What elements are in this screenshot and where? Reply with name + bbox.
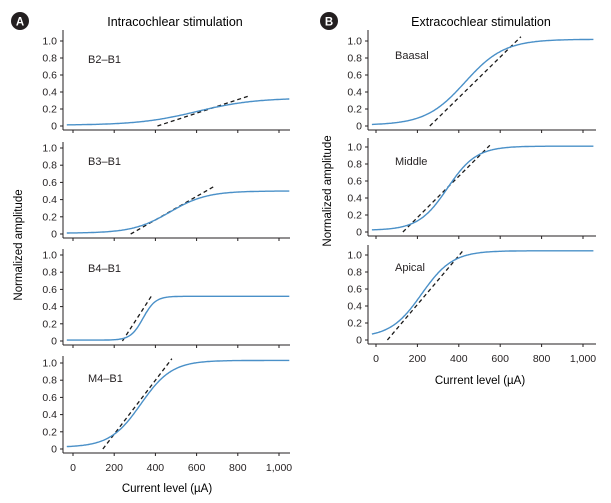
panel-b-title: Extracochlear stimulation	[411, 15, 551, 29]
panel-a-subplot: 0 0.2 0.4 0.6 0.8 1.0 B3–B1	[42, 142, 290, 241]
x-tick-label: 1,000	[570, 353, 596, 365]
series-label: B2–B1	[88, 54, 121, 66]
panel-b-badge-label: B	[325, 17, 333, 29]
y-tick-label: 0.6	[42, 70, 57, 82]
y-tick-label: 0.4	[42, 301, 57, 313]
y-tick-label: 0	[51, 336, 57, 348]
y-tick-label: 0	[356, 227, 362, 239]
y-tick-label: 0.4	[347, 193, 362, 205]
y-tick-label: 0.8	[42, 160, 57, 172]
series-label: B4–B1	[88, 263, 121, 275]
panel-b-subplot: 0 0.2 0.4 0.6 0.8 1.0 Middle	[347, 138, 596, 239]
tangent-line	[386, 250, 464, 341]
y-tick-label: 1.0	[347, 142, 362, 154]
y-tick-label: 0	[51, 229, 57, 241]
series-label: M4–B1	[88, 373, 123, 385]
panel-b-x-tick-labels: 0 200 400 600 800 1,000	[373, 353, 596, 365]
x-tick-label: 1,000	[266, 462, 292, 474]
panel-b-badge: B	[320, 12, 338, 30]
panel-b-subplot: 0 0.2 0.4 0.6 0.8 1.0 Baasal	[347, 30, 596, 133]
y-tick-label: 0.8	[42, 267, 57, 279]
series-curve	[371, 38, 594, 126]
y-tick-label: 0.4	[42, 194, 57, 206]
y-tick-label: 0.6	[42, 177, 57, 189]
tangent-line	[121, 295, 152, 342]
series-label: B3–B1	[88, 156, 121, 168]
y-tick-label: 0.4	[347, 301, 362, 313]
x-tick-label: 200	[105, 462, 123, 474]
y-tick-label: 0.2	[42, 318, 57, 330]
panel-b-x-axis-label: Current level (µA)	[435, 375, 526, 387]
series-label: Baasal	[395, 50, 429, 62]
y-tick-label: 0.2	[42, 211, 57, 223]
tangent-line	[102, 358, 173, 450]
series-curve	[66, 190, 290, 234]
y-tick-label: 0.2	[42, 426, 57, 438]
y-tick-label: 0.6	[347, 284, 362, 296]
y-tick-label: 0.2	[42, 104, 57, 116]
x-tick-label: 400	[147, 462, 165, 474]
series-curve	[66, 295, 290, 341]
x-tick-label: 200	[409, 353, 427, 365]
panel-a-badge-circle	[11, 12, 29, 30]
y-tick-label: 0.2	[347, 104, 362, 116]
tangent-line	[157, 95, 249, 127]
series-curve	[66, 359, 290, 448]
y-tick-label: 0.4	[42, 409, 57, 421]
x-tick-label: 800	[229, 462, 247, 474]
x-tick-label: 800	[533, 353, 551, 365]
y-tick-label: 0	[51, 444, 57, 456]
y-tick-label: 0.6	[42, 284, 57, 296]
y-tick-label: 0	[356, 335, 362, 347]
y-tick-label: 0.8	[347, 267, 362, 279]
panel-b-subplot: 0 0.2 0.4 0.6 0.8 1.0 Apical	[347, 245, 596, 347]
y-tick-label: 1.0	[42, 250, 57, 262]
y-tick-label: 0	[356, 121, 362, 133]
y-tick-label: 0.8	[347, 159, 362, 171]
panel-a-x-tick-labels: 0 200 400 600 800 1,000	[70, 462, 292, 474]
y-tick-label: 0.6	[42, 392, 57, 404]
panel-b-badge-circle	[320, 12, 338, 30]
panel-a-subplot: 0 0.2 0.4 0.6 0.8 1.0 B2–B1	[42, 30, 290, 133]
x-tick-label: 0	[373, 353, 379, 365]
panel-a-subplot: 0 0.2 0.4 0.6 0.8 1.0 B4–B1	[42, 249, 290, 348]
y-tick-label: 0.6	[347, 176, 362, 188]
panel-a-title: Intracochlear stimulation	[107, 15, 243, 29]
series-label: Middle	[395, 156, 427, 168]
x-tick-label: 600	[491, 353, 509, 365]
panel-a-subplot: 0 0.2 0.4 0.6 0.8 1.0 M4–B1	[42, 356, 290, 456]
series-curve	[371, 145, 594, 231]
y-tick-label: 1.0	[347, 250, 362, 262]
y-tick-label: 0.4	[347, 87, 362, 99]
y-tick-label: 0.2	[347, 210, 362, 222]
panel-b-y-axis-label: Normalized amplitude	[322, 135, 334, 246]
y-tick-label: 0.8	[347, 53, 362, 65]
y-tick-label: 1.0	[42, 358, 57, 370]
series-curve	[66, 98, 290, 126]
x-tick-label: 400	[450, 353, 468, 365]
x-tick-label: 600	[188, 462, 206, 474]
y-tick-label: 0.8	[42, 375, 57, 387]
y-tick-label: 0.2	[347, 318, 362, 330]
subplots: 0 0.2 0.4 0.6 0.8 1.0 B2–B1 0 0.2 0.4 0.6 0.8 1.0 B3–…	[42, 30, 596, 474]
y-tick-label: 0.6	[347, 70, 362, 82]
y-tick-label: 0	[51, 121, 57, 133]
y-tick-label: 1.0	[42, 143, 57, 155]
x-tick-label: 0	[70, 462, 76, 474]
panel-a-badge-label: A	[16, 17, 24, 29]
y-tick-label: 1.0	[42, 36, 57, 48]
series-label: Apical	[395, 262, 425, 274]
y-tick-label: 0.4	[42, 87, 57, 99]
tangent-line	[429, 36, 522, 127]
tangent-line	[130, 185, 216, 235]
panel-a-y-axis-label: Normalized amplitude	[13, 189, 25, 300]
y-tick-label: 1.0	[347, 36, 362, 48]
y-tick-label: 0.8	[42, 53, 57, 65]
panel-a-x-axis-label: Current level (µA)	[122, 483, 213, 495]
panel-a-badge: A	[11, 12, 29, 30]
series-curve	[371, 250, 594, 335]
